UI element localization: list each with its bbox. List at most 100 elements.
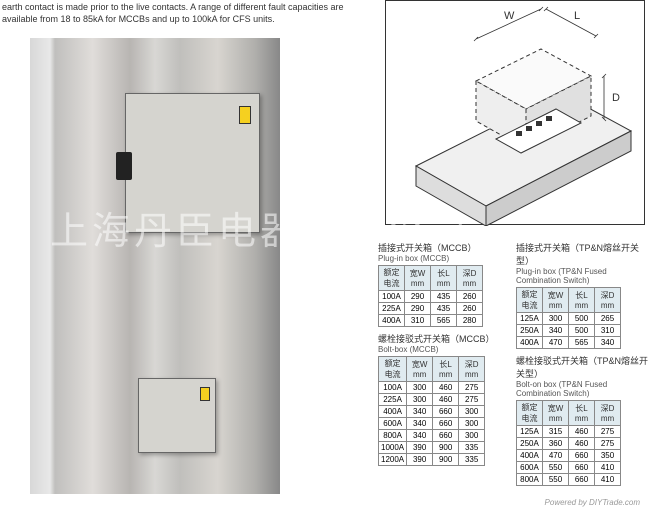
cell: 300 [459, 430, 485, 442]
table-row: 125A315460275 [517, 426, 621, 438]
label-w: W [504, 10, 515, 22]
cell: 470 [543, 337, 569, 349]
cell: 460 [433, 382, 459, 394]
col-header: 宽Wmm [405, 266, 431, 291]
col-header: 额定电流 [379, 266, 405, 291]
table-row: 400A470660350 [517, 450, 621, 462]
cell: 565 [431, 315, 457, 327]
col-header: 深Dmm [595, 288, 621, 313]
cell: 410 [595, 462, 621, 474]
cell: 660 [433, 406, 459, 418]
col-header: 宽Wmm [407, 357, 433, 382]
cell: 275 [595, 438, 621, 450]
table-row: 100A290435260 [379, 291, 483, 303]
label-l: L [574, 10, 580, 22]
cell: 225A [379, 303, 405, 315]
cell: 390 [407, 454, 433, 466]
cell: 340 [543, 325, 569, 337]
table-row: 800A550660410 [517, 474, 621, 486]
cell: 460 [569, 438, 595, 450]
cell: 125A [517, 313, 543, 325]
cell: 335 [459, 442, 485, 454]
iso-diagram-svg: W L D [386, 1, 646, 226]
cell: 400A [379, 406, 407, 418]
small-enclosure [138, 378, 216, 453]
cell: 100A [379, 291, 405, 303]
footer-credit: Powered by DIYTrade.com [545, 498, 640, 507]
cell: 300 [459, 418, 485, 430]
t1-title-en: Plug-in box (MCCB) [378, 254, 508, 263]
cell: 290 [405, 291, 431, 303]
cell: 275 [459, 382, 485, 394]
cell: 340 [407, 406, 433, 418]
cell: 410 [595, 474, 621, 486]
cell: 275 [595, 426, 621, 438]
cell: 280 [457, 315, 483, 327]
table-bolt-mccb: 额定电流宽Wmm长Lmm深Dmm100A300460275225A3004602… [378, 356, 485, 466]
table-row: 225A290435260 [379, 303, 483, 315]
cell: 250A [517, 325, 543, 337]
cell: 340 [407, 430, 433, 442]
table-row: 400A340660300 [379, 406, 485, 418]
t3-title-en: Bolt-box (MCCB) [378, 345, 508, 354]
table-row: 125A300500265 [517, 313, 621, 325]
cell: 660 [569, 450, 595, 462]
col-header: 宽Wmm [543, 401, 569, 426]
cell: 315 [543, 426, 569, 438]
cell: 435 [431, 303, 457, 315]
cell: 310 [405, 315, 431, 327]
intro-text: earth contact is made prior to the live … [2, 2, 372, 25]
cell: 500 [569, 313, 595, 325]
warning-label-icon [200, 387, 210, 401]
cell: 660 [569, 462, 595, 474]
dimension-diagram: W L D [385, 0, 645, 225]
cell: 300 [459, 406, 485, 418]
cell: 400A [379, 315, 405, 327]
cell: 335 [459, 454, 485, 466]
t3-title-cn: 螺栓接驳式开关箱（MCCB） [378, 332, 508, 345]
cell: 125A [517, 426, 543, 438]
table-plugin-mccb: 额定电流宽Wmm长Lmm深Dmm100A290435260225A2904352… [378, 265, 483, 327]
cell: 300 [407, 394, 433, 406]
main-enclosure [125, 93, 260, 233]
table-row: 400A470565340 [517, 337, 621, 349]
col-header: 长Lmm [569, 401, 595, 426]
cell: 290 [405, 303, 431, 315]
col-header: 宽Wmm [543, 288, 569, 313]
cell: 660 [433, 418, 459, 430]
t2-title-en: Plug-in box (TP&N Fused Combination Swit… [516, 267, 648, 285]
cell: 550 [543, 462, 569, 474]
col-header: 深Dmm [459, 357, 485, 382]
cell: 100A [379, 382, 407, 394]
table-row: 400A310565280 [379, 315, 483, 327]
cell: 460 [569, 426, 595, 438]
cell: 340 [407, 418, 433, 430]
t1-title-cn: 插接式开关箱（MCCB） [378, 241, 508, 254]
cell: 600A [379, 418, 407, 430]
col-header: 长Lmm [431, 266, 457, 291]
table-bolt-tpn: 额定电流宽Wmm长Lmm深Dmm125A315460275250A3604602… [516, 400, 621, 486]
table-plugin-tpn: 额定电流宽Wmm长Lmm深Dmm125A300500265250A3405003… [516, 287, 621, 349]
cell: 300 [407, 382, 433, 394]
cell: 1200A [379, 454, 407, 466]
cell: 470 [543, 450, 569, 462]
table-row: 100A300460275 [379, 382, 485, 394]
cell: 310 [595, 325, 621, 337]
col-header: 深Dmm [595, 401, 621, 426]
cell: 400A [517, 450, 543, 462]
cell: 265 [595, 313, 621, 325]
cell: 435 [431, 291, 457, 303]
cell: 900 [433, 442, 459, 454]
label-d: D [612, 92, 620, 104]
cell: 1000A [379, 442, 407, 454]
handle-icon [116, 152, 132, 180]
warning-label-icon [239, 106, 251, 124]
t2-title-cn: 插接式开关箱（TP&N熔丝开关型） [516, 241, 648, 267]
cell: 340 [595, 337, 621, 349]
cell: 260 [457, 291, 483, 303]
cell: 660 [569, 474, 595, 486]
cell: 500 [569, 325, 595, 337]
cell: 275 [459, 394, 485, 406]
table-row: 250A360460275 [517, 438, 621, 450]
col-header: 深Dmm [457, 266, 483, 291]
